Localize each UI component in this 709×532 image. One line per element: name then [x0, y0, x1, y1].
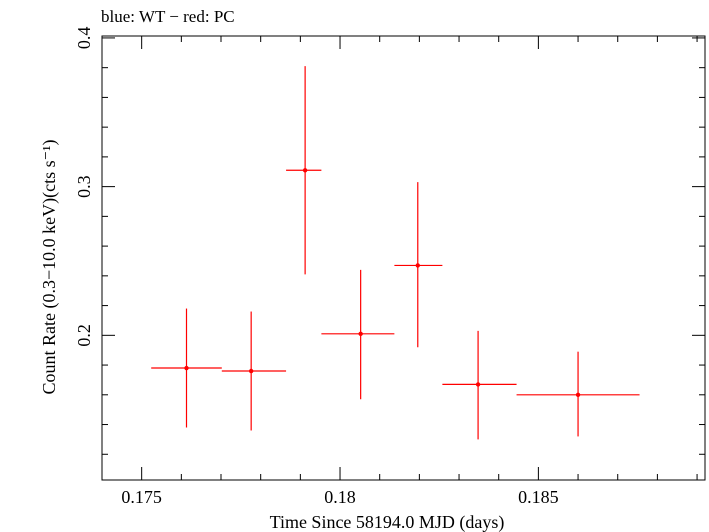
- data-point: [302, 168, 308, 173]
- y-tick-label: 0.2: [74, 324, 94, 347]
- data-point: [358, 331, 363, 337]
- x-tick-label: 0.175: [121, 487, 162, 507]
- x-tick-label: 0.185: [518, 487, 559, 507]
- data-point: [475, 382, 481, 387]
- plot-frame: [101, 35, 706, 481]
- data-point: [575, 392, 581, 397]
- x-tick-label: 0.18: [324, 487, 356, 507]
- data-point: [248, 368, 254, 374]
- tick-labels: 0.175 0.18 0.185 0.2 0.3 0.4: [74, 27, 559, 507]
- data-series-layer: [151, 66, 640, 440]
- x-axis-label: Time Since 58194.0 MJD (days): [270, 512, 505, 532]
- major-ticks: [102, 36, 705, 480]
- data-point: [415, 263, 420, 268]
- y-tick-label: 0.4: [74, 27, 94, 50]
- y-axis-label: Count Rate (0.3−10.0 keV)(cts s⁻¹): [39, 139, 60, 394]
- series-pc: [151, 66, 640, 440]
- minor-ticks: [101, 36, 705, 480]
- chart-title: blue: WT − red: PC: [101, 7, 235, 26]
- data-point: [184, 365, 189, 371]
- y-tick-label: 0.3: [74, 175, 94, 198]
